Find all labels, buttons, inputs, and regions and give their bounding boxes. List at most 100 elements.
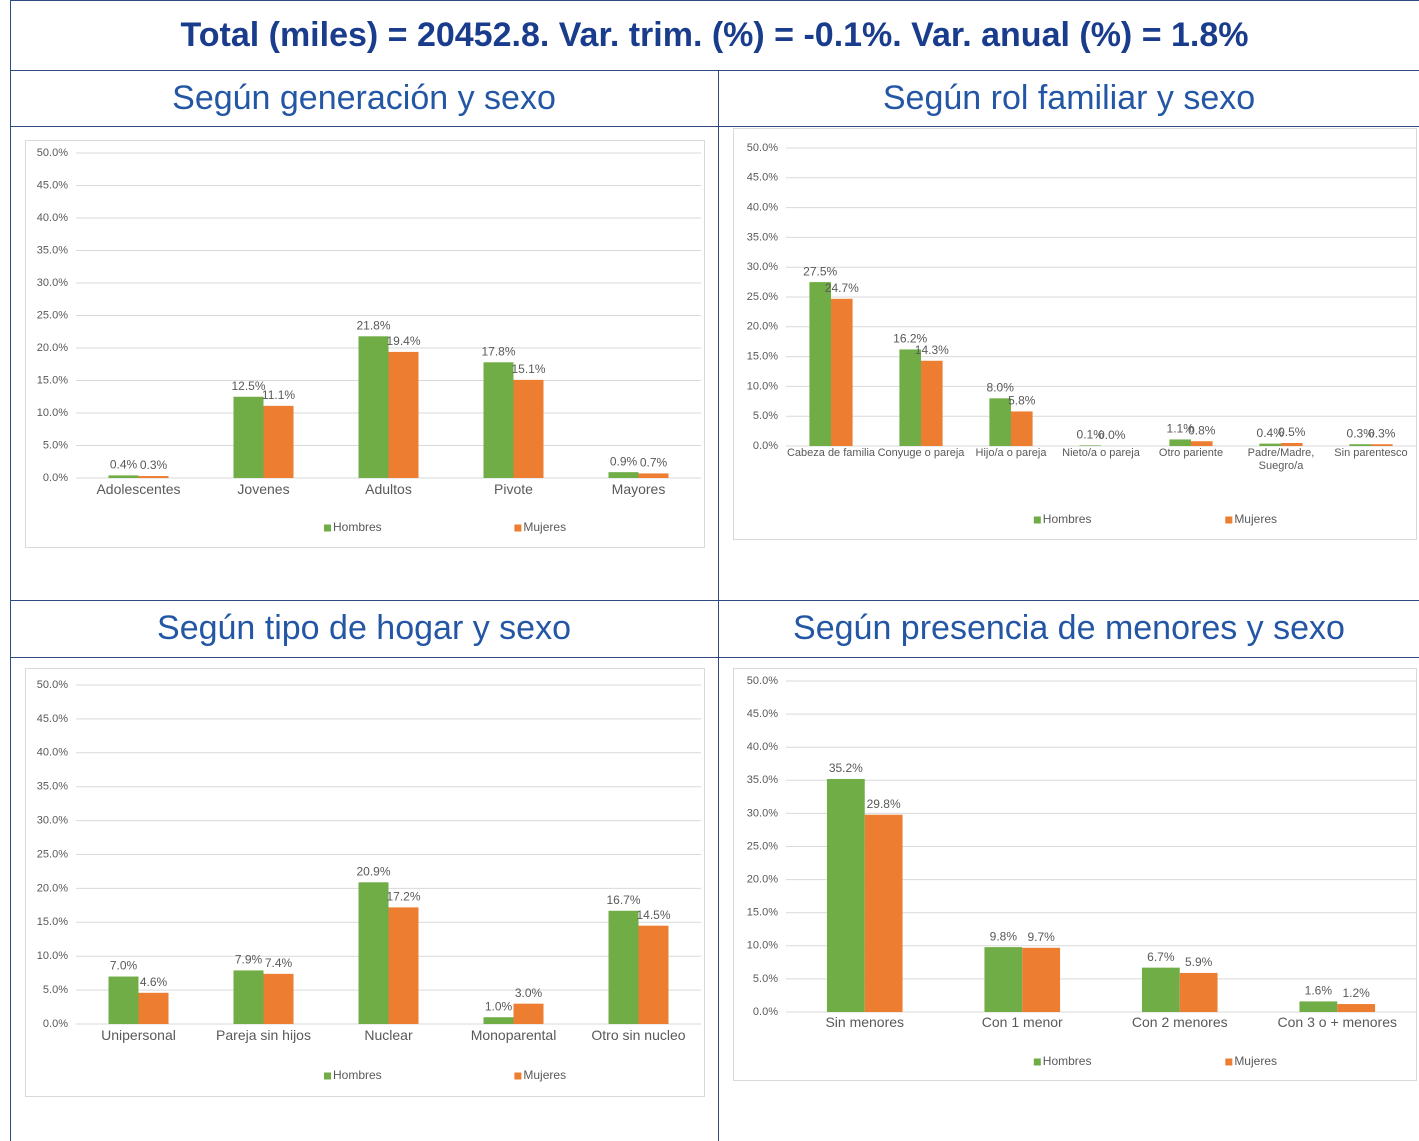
bar — [388, 351, 419, 478]
legend-swatch — [1033, 1058, 1041, 1066]
bar — [864, 814, 903, 1012]
border — [10, 70, 1419, 71]
bar — [513, 1003, 544, 1024]
y-tick-label: 15.0% — [37, 374, 68, 386]
y-tick-label: 25.0% — [37, 309, 68, 321]
data-label: 9.8% — [990, 929, 1018, 943]
y-tick-label: 0.0% — [43, 1018, 68, 1030]
bar — [233, 970, 264, 1024]
x-tick-label: Adultos — [365, 481, 412, 497]
data-label: 1.2% — [1342, 986, 1370, 1000]
y-tick-label: 45.0% — [747, 172, 778, 184]
bar — [809, 282, 831, 446]
x-tick-label: Pivote — [494, 481, 533, 497]
bar — [608, 910, 639, 1024]
chart: 0.0% 5.0% 10.0% 15.0% 20.0% 25.0% 30.0% 35.0% 40… — [747, 142, 1416, 526]
chart-box: 0.0% 5.0% 10.0% 15.0% 20.0% 25.0% 30.0% 35.0% 40… — [25, 668, 705, 1097]
y-tick-label: 50.0% — [747, 142, 778, 154]
data-label: 19.4% — [386, 334, 420, 348]
data-label: 0.1% — [1077, 428, 1105, 442]
data-label: 0.7% — [640, 456, 668, 470]
y-tick-label: 40.0% — [37, 747, 68, 759]
bar — [826, 778, 865, 1012]
data-label: 24.7% — [825, 281, 859, 295]
x-tick-label-box: Otro pariente — [1158, 447, 1224, 459]
y-tick-label: 10.0% — [37, 407, 68, 419]
chart-box: 0.0% 5.0% 10.0% 15.0% 20.0% 25.0% 30.0% 35.0% 40… — [25, 140, 705, 548]
y-tick-label: 35.0% — [37, 244, 68, 256]
y-tick-label: 20.0% — [37, 342, 68, 354]
data-label: 0.4% — [110, 458, 138, 472]
legend-label: Mujeres — [523, 520, 566, 534]
data-label: 5.9% — [1185, 955, 1213, 969]
bar — [608, 472, 639, 478]
data-label: 20.9% — [356, 864, 390, 878]
y-tick-label: 10.0% — [37, 950, 68, 962]
bar — [989, 398, 1011, 446]
legend-label: Mujeres — [523, 1068, 566, 1082]
chart-box: 0.0% 5.0% 10.0% 15.0% 20.0% 25.0% 30.0% 35.0% 40… — [733, 128, 1417, 540]
x-tick-label: Conyuge o pareja — [877, 447, 965, 459]
data-label: 4.6% — [140, 975, 168, 989]
x-tick-label: Con 3 o + menores — [1277, 1014, 1397, 1030]
y-tick-label: 50.0% — [747, 675, 778, 687]
data-label: 0.8% — [1188, 423, 1216, 437]
data-label: 12.5% — [231, 379, 265, 393]
data-label: 16.7% — [606, 893, 640, 907]
legend-swatch — [1225, 516, 1233, 524]
y-tick-label: 0.0% — [43, 472, 68, 484]
y-tick-label: 50.0% — [37, 147, 68, 159]
x-tick-label: Nuclear — [364, 1027, 413, 1043]
chart-box: 0.0% 5.0% 10.0% 15.0% 20.0% 25.0% 30.0% 35.0% 40… — [733, 668, 1417, 1081]
x-tick-label: Sin menores — [825, 1014, 905, 1030]
data-label: 9.7% — [1027, 930, 1055, 944]
legend-label: Mujeres — [1234, 1054, 1277, 1068]
x-tick-label: Otro pariente — [1158, 447, 1224, 459]
y-tick-label: 5.0% — [753, 973, 778, 985]
x-tick-label: Cabeza de familia — [786, 447, 876, 459]
x-tick-label-box: Monoparental — [471, 1027, 557, 1043]
y-tick-label: 40.0% — [747, 202, 778, 214]
legend-swatch — [324, 524, 331, 532]
legend-label: Hombres — [1043, 1054, 1092, 1068]
data-label: 6.7% — [1147, 950, 1175, 964]
y-tick-label: 15.0% — [37, 916, 68, 928]
data-label: 14.5% — [636, 908, 670, 922]
y-tick-label: 20.0% — [747, 321, 778, 333]
legend-label: Mujeres — [1234, 512, 1277, 526]
y-tick-label: 30.0% — [37, 815, 68, 827]
bar — [1011, 411, 1033, 446]
bar — [138, 476, 169, 478]
data-label: 7.0% — [110, 959, 138, 973]
x-tick-label-box: Conyuge o pareja — [877, 447, 965, 459]
border — [10, 0, 1419, 1]
y-tick-label: 40.0% — [747, 741, 778, 753]
legend-label: Hombres — [1043, 512, 1092, 526]
border — [10, 126, 1419, 127]
y-tick-label: 35.0% — [37, 781, 68, 793]
y-tick-label: 25.0% — [747, 291, 778, 303]
y-tick-label: 45.0% — [37, 179, 68, 191]
x-tick-label: Sin parentesco — [1334, 447, 1408, 459]
y-tick-label: 15.0% — [747, 907, 778, 919]
x-tick-label: Pareja sin hijos — [216, 1027, 311, 1043]
legend-swatch — [1033, 516, 1041, 524]
bar — [233, 396, 264, 478]
data-label: 17.2% — [386, 890, 420, 904]
bar — [483, 1017, 514, 1024]
data-label: 1.0% — [485, 999, 513, 1013]
border — [718, 70, 719, 1141]
legend-swatch — [324, 1072, 331, 1080]
x-tick-label-box: Cabeza de familia — [786, 447, 876, 459]
x-tick-label: Nieto/a o pareja — [1062, 447, 1140, 459]
bar — [388, 907, 419, 1024]
data-label: 29.8% — [867, 797, 901, 811]
bar — [1371, 444, 1393, 446]
bar — [108, 475, 139, 478]
x-tick-label: Con 2 menores — [1131, 1014, 1228, 1030]
data-label: 0.3% — [140, 458, 168, 472]
y-tick-label: 20.0% — [37, 882, 68, 894]
x-tick-label-box: Sin menores — [825, 1014, 905, 1030]
data-label: 3.0% — [515, 986, 543, 1000]
y-tick-label: 15.0% — [747, 351, 778, 363]
